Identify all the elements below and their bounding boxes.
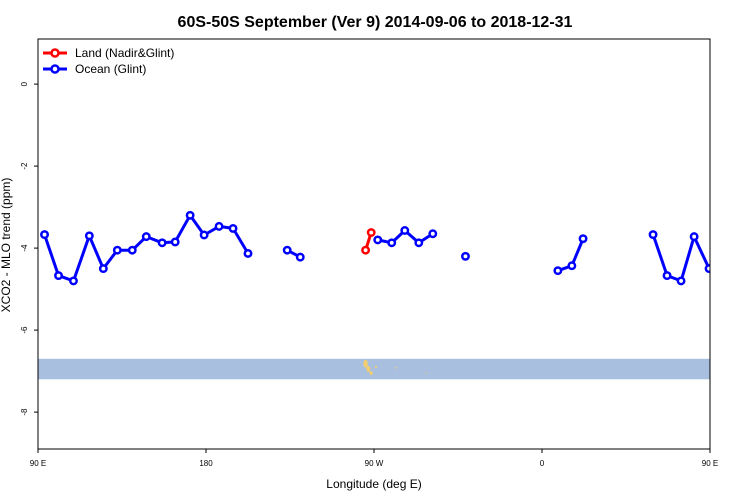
data-point-ocean-glint [689,232,699,242]
data-point-ocean-glint [428,229,438,239]
series-layer [40,210,741,286]
x-tick-label: 180 [199,459,213,468]
x-tick-label: 0 [540,459,545,468]
data-point-ocean-glint [112,245,122,255]
data-point-ocean-glint [199,230,209,240]
data-point-ocean-glint [735,247,741,253]
chart-title: 60S-50S September (Ver 9) 2014-09-06 to … [178,14,573,31]
x-axis-label: Longitude (deg E) [326,477,421,491]
data-point-ocean-glint [414,238,424,248]
legend-label-ocean-glint: Ocean (Glint) [75,62,146,76]
y-tick-label: 0 [20,81,29,86]
land-fragment [366,366,371,373]
data-point-ocean-glint [720,247,726,253]
data-point-ocean-glint [98,264,108,274]
data-point-ocean-glint [243,248,253,258]
legend: Land (Nadir&Glint) Ocean (Glint) [43,46,174,76]
data-point-ocean-glint [648,230,658,240]
data-point-ocean-glint [676,276,686,286]
data-point-ocean-glint [400,226,410,235]
axes-layer: 90 E 180 90 W 0 90 E 0 -2 -4 -6 -8 [20,81,718,468]
data-point-land-nadir-glint [366,228,376,237]
band-layer [38,358,710,380]
y-tick-label: -8 [20,408,29,416]
data-point-ocean-glint [214,221,224,231]
data-point-ocean-glint [553,266,563,276]
data-point-ocean-glint [461,251,470,261]
data-point-ocean-glint [295,252,305,262]
y-tick-label: -6 [20,326,29,334]
y-tick-label: -2 [20,162,29,170]
data-point-ocean-glint [170,237,180,247]
data-point-ocean-glint [578,234,588,244]
data-point-ocean-glint [40,230,49,240]
land-fragment [395,367,398,369]
data-point-land-nadir-glint [361,245,371,255]
x-tick-label: 90 E [30,459,46,468]
data-point-ocean-glint [662,271,672,281]
land-fragment [425,372,427,374]
data-point-ocean-glint [84,231,94,241]
data-point-ocean-glint [185,210,195,220]
y-tick-label: -4 [20,244,29,252]
data-point-ocean-glint [387,238,397,248]
data-point-ocean-glint [127,245,137,255]
data-point-ocean-glint [567,261,577,271]
land-fragment [369,371,373,376]
y-axis-label: XCO2 - MLO trend (ppm) [0,178,13,313]
land-fragment [374,365,377,369]
data-point-ocean-glint [157,238,167,248]
x-tick-label: 90 W [365,459,384,468]
legend-label-land-nadir-glint: Land (Nadir&Glint) [75,46,174,60]
data-point-ocean-glint [704,264,710,274]
data-point-ocean-glint [228,223,238,233]
legend-marker-ocean-glint [50,64,60,74]
data-point-ocean-glint [373,235,383,245]
x-tick-label: 90 E [702,459,718,468]
land-band [38,358,710,380]
data-point-ocean-glint [141,232,151,242]
data-point-ocean-glint [282,245,292,255]
legend-marker-land-nadir-glint [50,48,60,58]
land-fragment [363,359,368,368]
data-point-ocean-glint [54,271,63,281]
data-point-ocean-glint [69,276,78,286]
